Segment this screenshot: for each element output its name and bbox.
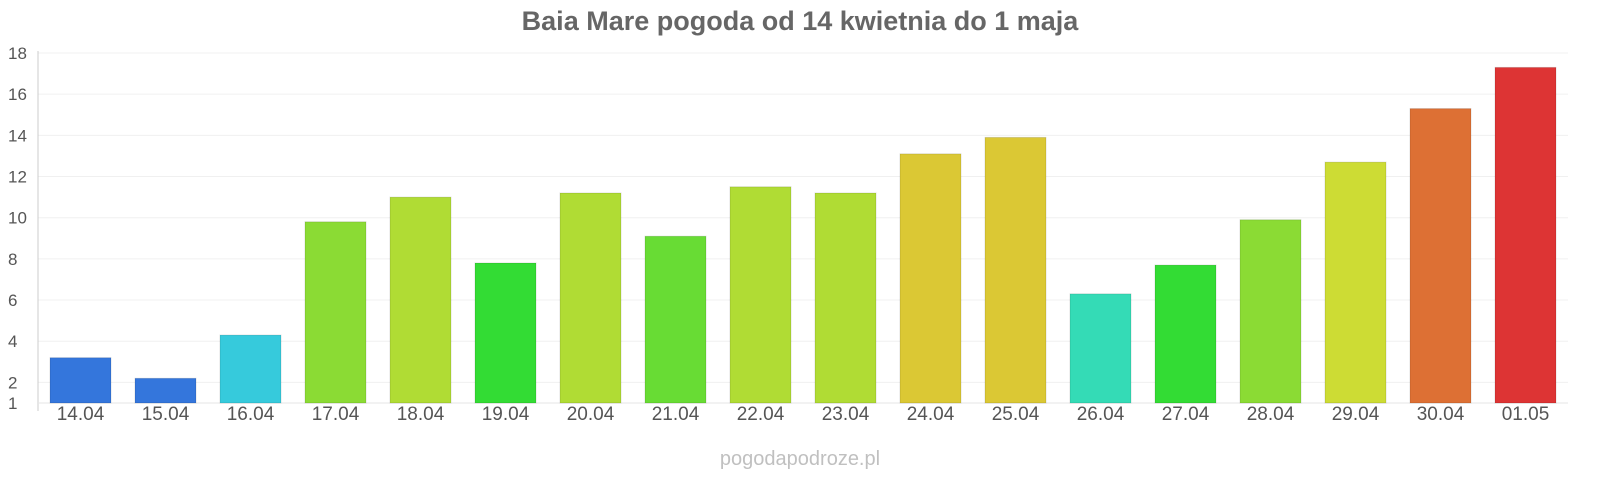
grid-lines [38, 52, 1568, 383]
y-tick-label: 8 [8, 250, 17, 269]
x-tick-label: 16.04 [227, 404, 275, 425]
y-tick-label: 10 [8, 209, 27, 228]
axes [37, 51, 1568, 411]
bar-16.04 [219, 334, 282, 404]
bar-21.04 [644, 235, 707, 404]
bar-22.04 [729, 186, 792, 404]
bar-25.04 [984, 136, 1047, 404]
x-tick-label: 19.04 [482, 404, 530, 425]
x-tick-label: 29.04 [1332, 404, 1380, 425]
bar-14.04 [49, 357, 112, 404]
bar-01.05 [1494, 66, 1557, 404]
x-tick-label: 01.05 [1502, 404, 1550, 425]
bar-24.04 [899, 153, 962, 404]
x-tick-label: 27.04 [1162, 404, 1210, 425]
x-tick-label: 30.04 [1417, 404, 1465, 425]
x-tick-label: 15.04 [142, 404, 190, 425]
bar-20.04 [559, 192, 622, 404]
x-tick-label: 14.04 [57, 404, 105, 425]
y-tick-label: 2 [8, 373, 17, 392]
bars [49, 66, 1557, 404]
bar-15.04 [134, 377, 197, 404]
bar-28.04 [1239, 219, 1302, 404]
x-tick-label: 23.04 [822, 404, 870, 425]
bar-26.04 [1069, 293, 1132, 404]
watermark: pogodapodroze.pl [719, 448, 881, 470]
y-tick-label: 16 [8, 85, 27, 104]
y-tick-label: 14 [8, 126, 27, 145]
bar-18.04 [389, 196, 452, 404]
x-tick-label: 26.04 [1077, 404, 1125, 425]
x-tick-label: 28.04 [1247, 404, 1295, 425]
y-tick-label: 6 [8, 291, 17, 310]
bar-29.04 [1324, 161, 1387, 404]
x-tick-label: 25.04 [992, 404, 1040, 425]
y-tick-label: 12 [8, 168, 27, 187]
chart-title: Baia Mare pogoda od 14 kwietnia do 1 maj… [521, 6, 1079, 36]
x-tick-label: 22.04 [737, 404, 785, 425]
bar-17.04 [304, 221, 367, 404]
x-tick-label: 20.04 [567, 404, 615, 425]
bar-19.04 [474, 262, 537, 404]
bar-23.04 [814, 192, 877, 404]
y-tick-label: 18 [8, 44, 27, 63]
bar-30.04 [1409, 108, 1472, 404]
bar-27.04 [1154, 264, 1217, 404]
x-tick-label: 21.04 [652, 404, 700, 425]
x-tick-labels: 14.04 15.04 16.04 17.04 18.04 19.04 20.04 21.04… [57, 404, 1550, 425]
x-tick-label: 17.04 [312, 404, 360, 425]
x-tick-label: 18.04 [397, 404, 445, 425]
y-tick-label: 1 [8, 394, 17, 413]
x-tick-label: 24.04 [907, 404, 955, 425]
y-tick-label: 4 [8, 332, 17, 351]
